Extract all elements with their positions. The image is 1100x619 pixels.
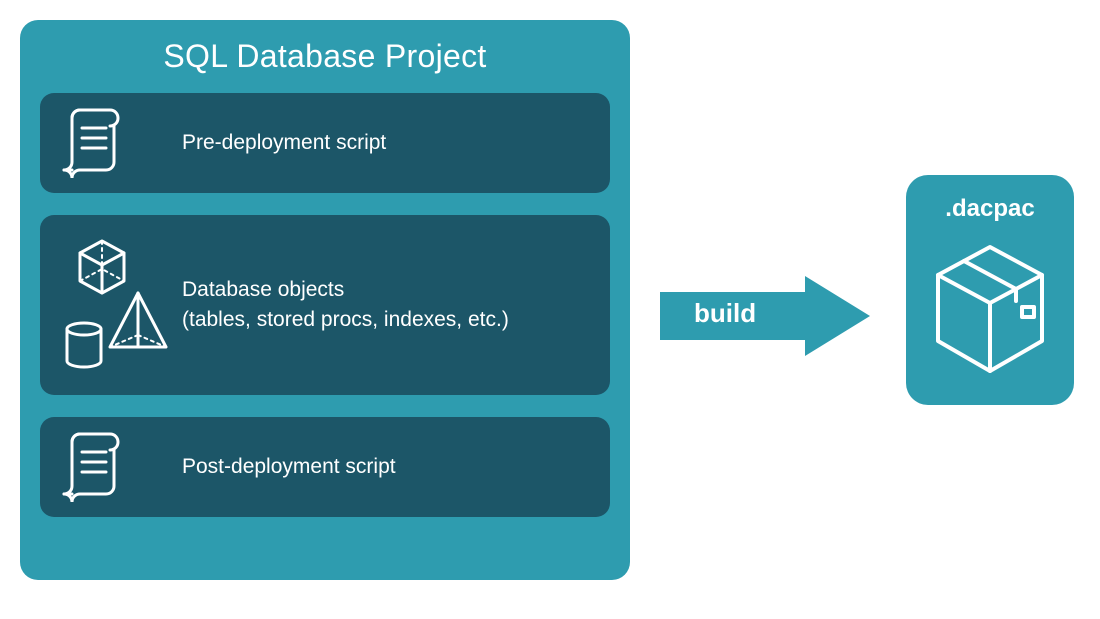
objects-line1: Database objects	[182, 278, 344, 301]
section-post-deployment: Post-deployment script	[40, 417, 610, 517]
section-pre-deployment: Pre-deployment script	[40, 93, 610, 193]
section-pre-label: Pre-deployment script	[182, 128, 386, 158]
sql-project-container: SQL Database Project Pre-deployment scri…	[20, 20, 630, 580]
scroll-icon	[62, 108, 182, 178]
scroll-icon	[62, 432, 182, 502]
shapes-icon	[62, 235, 182, 375]
section-post-label: Post-deployment script	[182, 452, 396, 482]
dacpac-output: .dacpac	[906, 175, 1074, 405]
section-db-objects: Database objects (tables, stored procs, …	[40, 215, 610, 395]
build-arrow-label: build	[694, 298, 756, 329]
package-icon	[930, 241, 1050, 381]
build-arrow: build	[660, 276, 870, 356]
dacpac-label: .dacpac	[945, 195, 1034, 223]
objects-line2: (tables, stored procs, indexes, etc.)	[182, 308, 509, 331]
project-title: SQL Database Project	[40, 38, 610, 75]
section-objects-label: Database objects (tables, stored procs, …	[182, 275, 509, 336]
